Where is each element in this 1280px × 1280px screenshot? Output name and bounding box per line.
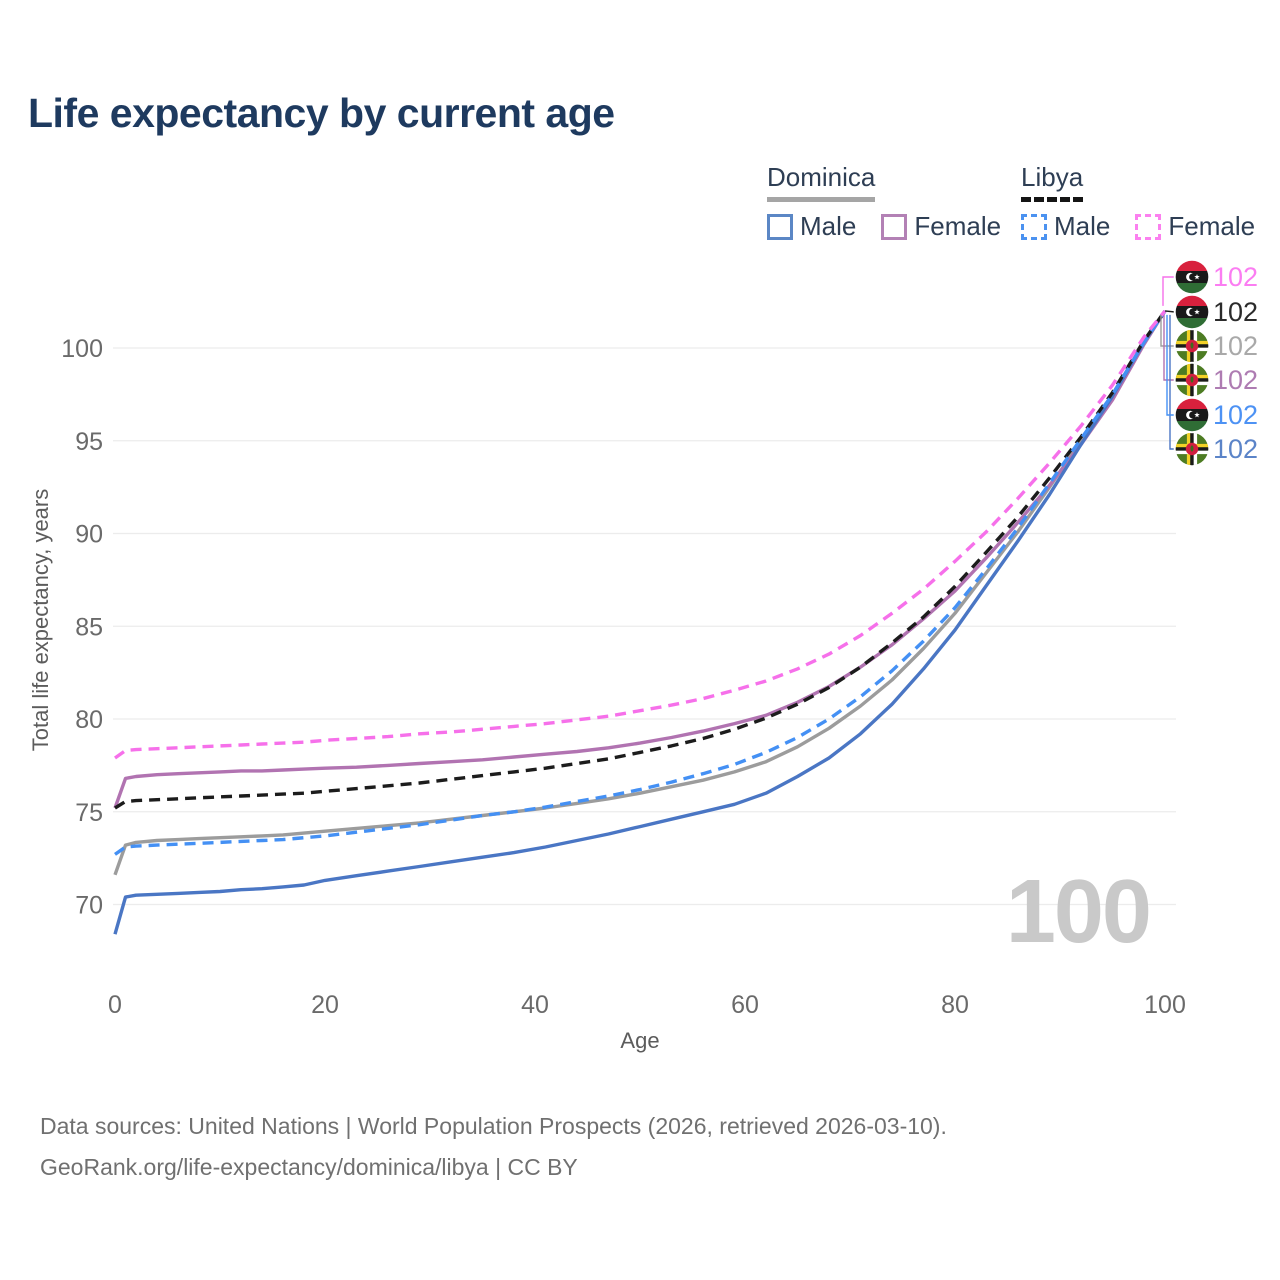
label-connector [1160, 314, 1175, 347]
series-line-dominica-male [113, 309, 1167, 935]
y-tick-label: 80 [75, 706, 103, 734]
dominica-flag-icon [1173, 361, 1211, 399]
x-tick-label: 80 [941, 991, 969, 1019]
y-tick-label: 95 [75, 428, 103, 456]
age-watermark: 100 [1006, 862, 1150, 962]
x-axis-title: Age [620, 1028, 659, 1053]
x-tick-label: 100 [1144, 991, 1186, 1019]
libya-flag-icon [1173, 396, 1211, 434]
libya-flag-icon [1173, 293, 1211, 331]
legend-dominica-female-label[interactable]: Female [914, 211, 1002, 241]
x-tick-label: 40 [521, 991, 549, 1019]
dominica-flag-icon [1173, 430, 1211, 468]
libya-flag-icon [1173, 258, 1211, 296]
dominica-flag-icon [1173, 327, 1211, 365]
legend-country-libya[interactable]: Libya [1021, 162, 1084, 202]
legend-libya-female-label[interactable]: Female [1168, 211, 1256, 241]
libya-male-swatch-icon[interactable] [1021, 213, 1047, 240]
source-line-1: Data sources: United Nations | World Pop… [40, 1113, 947, 1139]
y-axis-title: Total life expectancy, years [28, 489, 53, 752]
series-line-dominica-all [113, 309, 1167, 876]
legend-libya-male-label[interactable]: Male [1054, 211, 1111, 241]
y-tick-label: 75 [75, 799, 103, 827]
label-connector [1162, 276, 1175, 306]
dominica-male-swatch-icon[interactable] [767, 213, 793, 240]
y-tick-label: 90 [75, 521, 103, 549]
end-value-label: 102 [1213, 434, 1258, 464]
legend-country-dominica[interactable]: Dominica [767, 162, 876, 202]
end-value-label: 102 [1213, 297, 1258, 327]
end-value-label: 102 [1213, 365, 1258, 395]
x-tick-label: 0 [108, 991, 122, 1019]
legend-group-libya: Libya Male Female [1021, 162, 1255, 242]
y-tick-label: 100 [61, 335, 103, 363]
x-tick-label: 60 [731, 991, 759, 1019]
label-connector [1164, 310, 1176, 313]
end-value-label: 102 [1213, 262, 1258, 292]
source-line-2: GeoRank.org/life-expectancy/dominica/lib… [40, 1154, 578, 1180]
legend-group-dominica: Dominica Male Female [767, 162, 1001, 242]
label-connector [1169, 314, 1175, 450]
series-line-libya-female [114, 309, 1167, 760]
end-value-label: 102 [1213, 331, 1258, 361]
source-note: Data sources: United Nations | World Pop… [40, 1106, 947, 1188]
series-line-libya-all [114, 309, 1167, 810]
y-tick-label: 70 [75, 892, 103, 920]
series-line-dominica-female [113, 309, 1167, 809]
libya-female-swatch-icon[interactable] [1135, 213, 1162, 240]
label-connector [1166, 314, 1175, 416]
dominica-female-swatch-icon[interactable] [881, 213, 908, 240]
chart-title: Life expectancy by current age [28, 90, 615, 136]
legend-dominica-male-label[interactable]: Male [800, 211, 857, 241]
end-value-label: 102 [1213, 400, 1258, 430]
series-line-libya-male [114, 309, 1167, 856]
label-connector [1163, 314, 1175, 381]
x-tick-label: 20 [311, 991, 339, 1019]
y-tick-label: 85 [75, 613, 103, 641]
